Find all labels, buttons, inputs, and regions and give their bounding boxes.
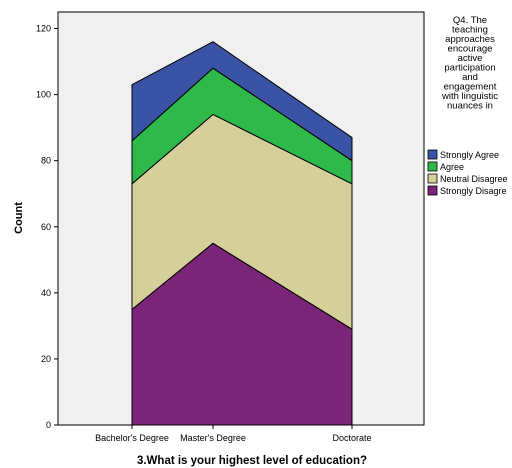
- y-tick-label: 40: [41, 288, 51, 298]
- y-tick-label: 60: [41, 222, 51, 232]
- x-tick-label: Doctorate: [332, 433, 371, 443]
- legend-swatch: [427, 161, 438, 172]
- legend-title-line: teaching: [452, 25, 488, 36]
- legend-title-line: approaches: [445, 34, 495, 45]
- legend-title-line: with linguistic: [441, 91, 498, 102]
- y-tick-label: 100: [36, 90, 51, 100]
- legend: Q4. Theteachingapproachesencourageactive…: [427, 15, 508, 196]
- legend-swatch: [427, 173, 438, 184]
- y-tick-label: 0: [46, 420, 51, 430]
- legend-title-line: nuances in: [447, 101, 493, 112]
- legend-swatch: [427, 149, 438, 160]
- legend-swatch: [427, 185, 438, 196]
- legend-title-line: engagement: [444, 82, 497, 93]
- legend-title-line: participation: [444, 63, 495, 74]
- legend-label: Neutral Disagree: [440, 174, 508, 184]
- legend-label: Agree: [440, 162, 464, 172]
- legend-title-line: Q4. The: [453, 15, 487, 26]
- legend-title-line: active: [458, 53, 483, 64]
- x-tick-label: Bachelor's Degree: [95, 433, 169, 443]
- x-axis-title: 3.What is your highest level of educatio…: [137, 455, 367, 467]
- y-axis-title: Count: [13, 202, 25, 234]
- area-strongly-agree: [131, 41, 353, 162]
- x-axis: Bachelor's Degree Master's Degree Doctorat…: [95, 425, 372, 443]
- y-tick-label: 80: [41, 156, 51, 166]
- legend-title-line: and: [462, 72, 478, 83]
- areas-layer: [131, 41, 353, 426]
- legend-label: Strongly Disagre: [440, 186, 507, 196]
- x-tick-label: Master's Degree: [180, 433, 246, 443]
- y-tick-label: 120: [36, 24, 51, 34]
- y-axis: 0 20 40 60 80 100 120: [36, 24, 58, 430]
- legend-label: Strongly Agree: [440, 150, 499, 160]
- legend-title-line: encourage: [448, 44, 493, 55]
- y-tick-label: 20: [41, 354, 51, 364]
